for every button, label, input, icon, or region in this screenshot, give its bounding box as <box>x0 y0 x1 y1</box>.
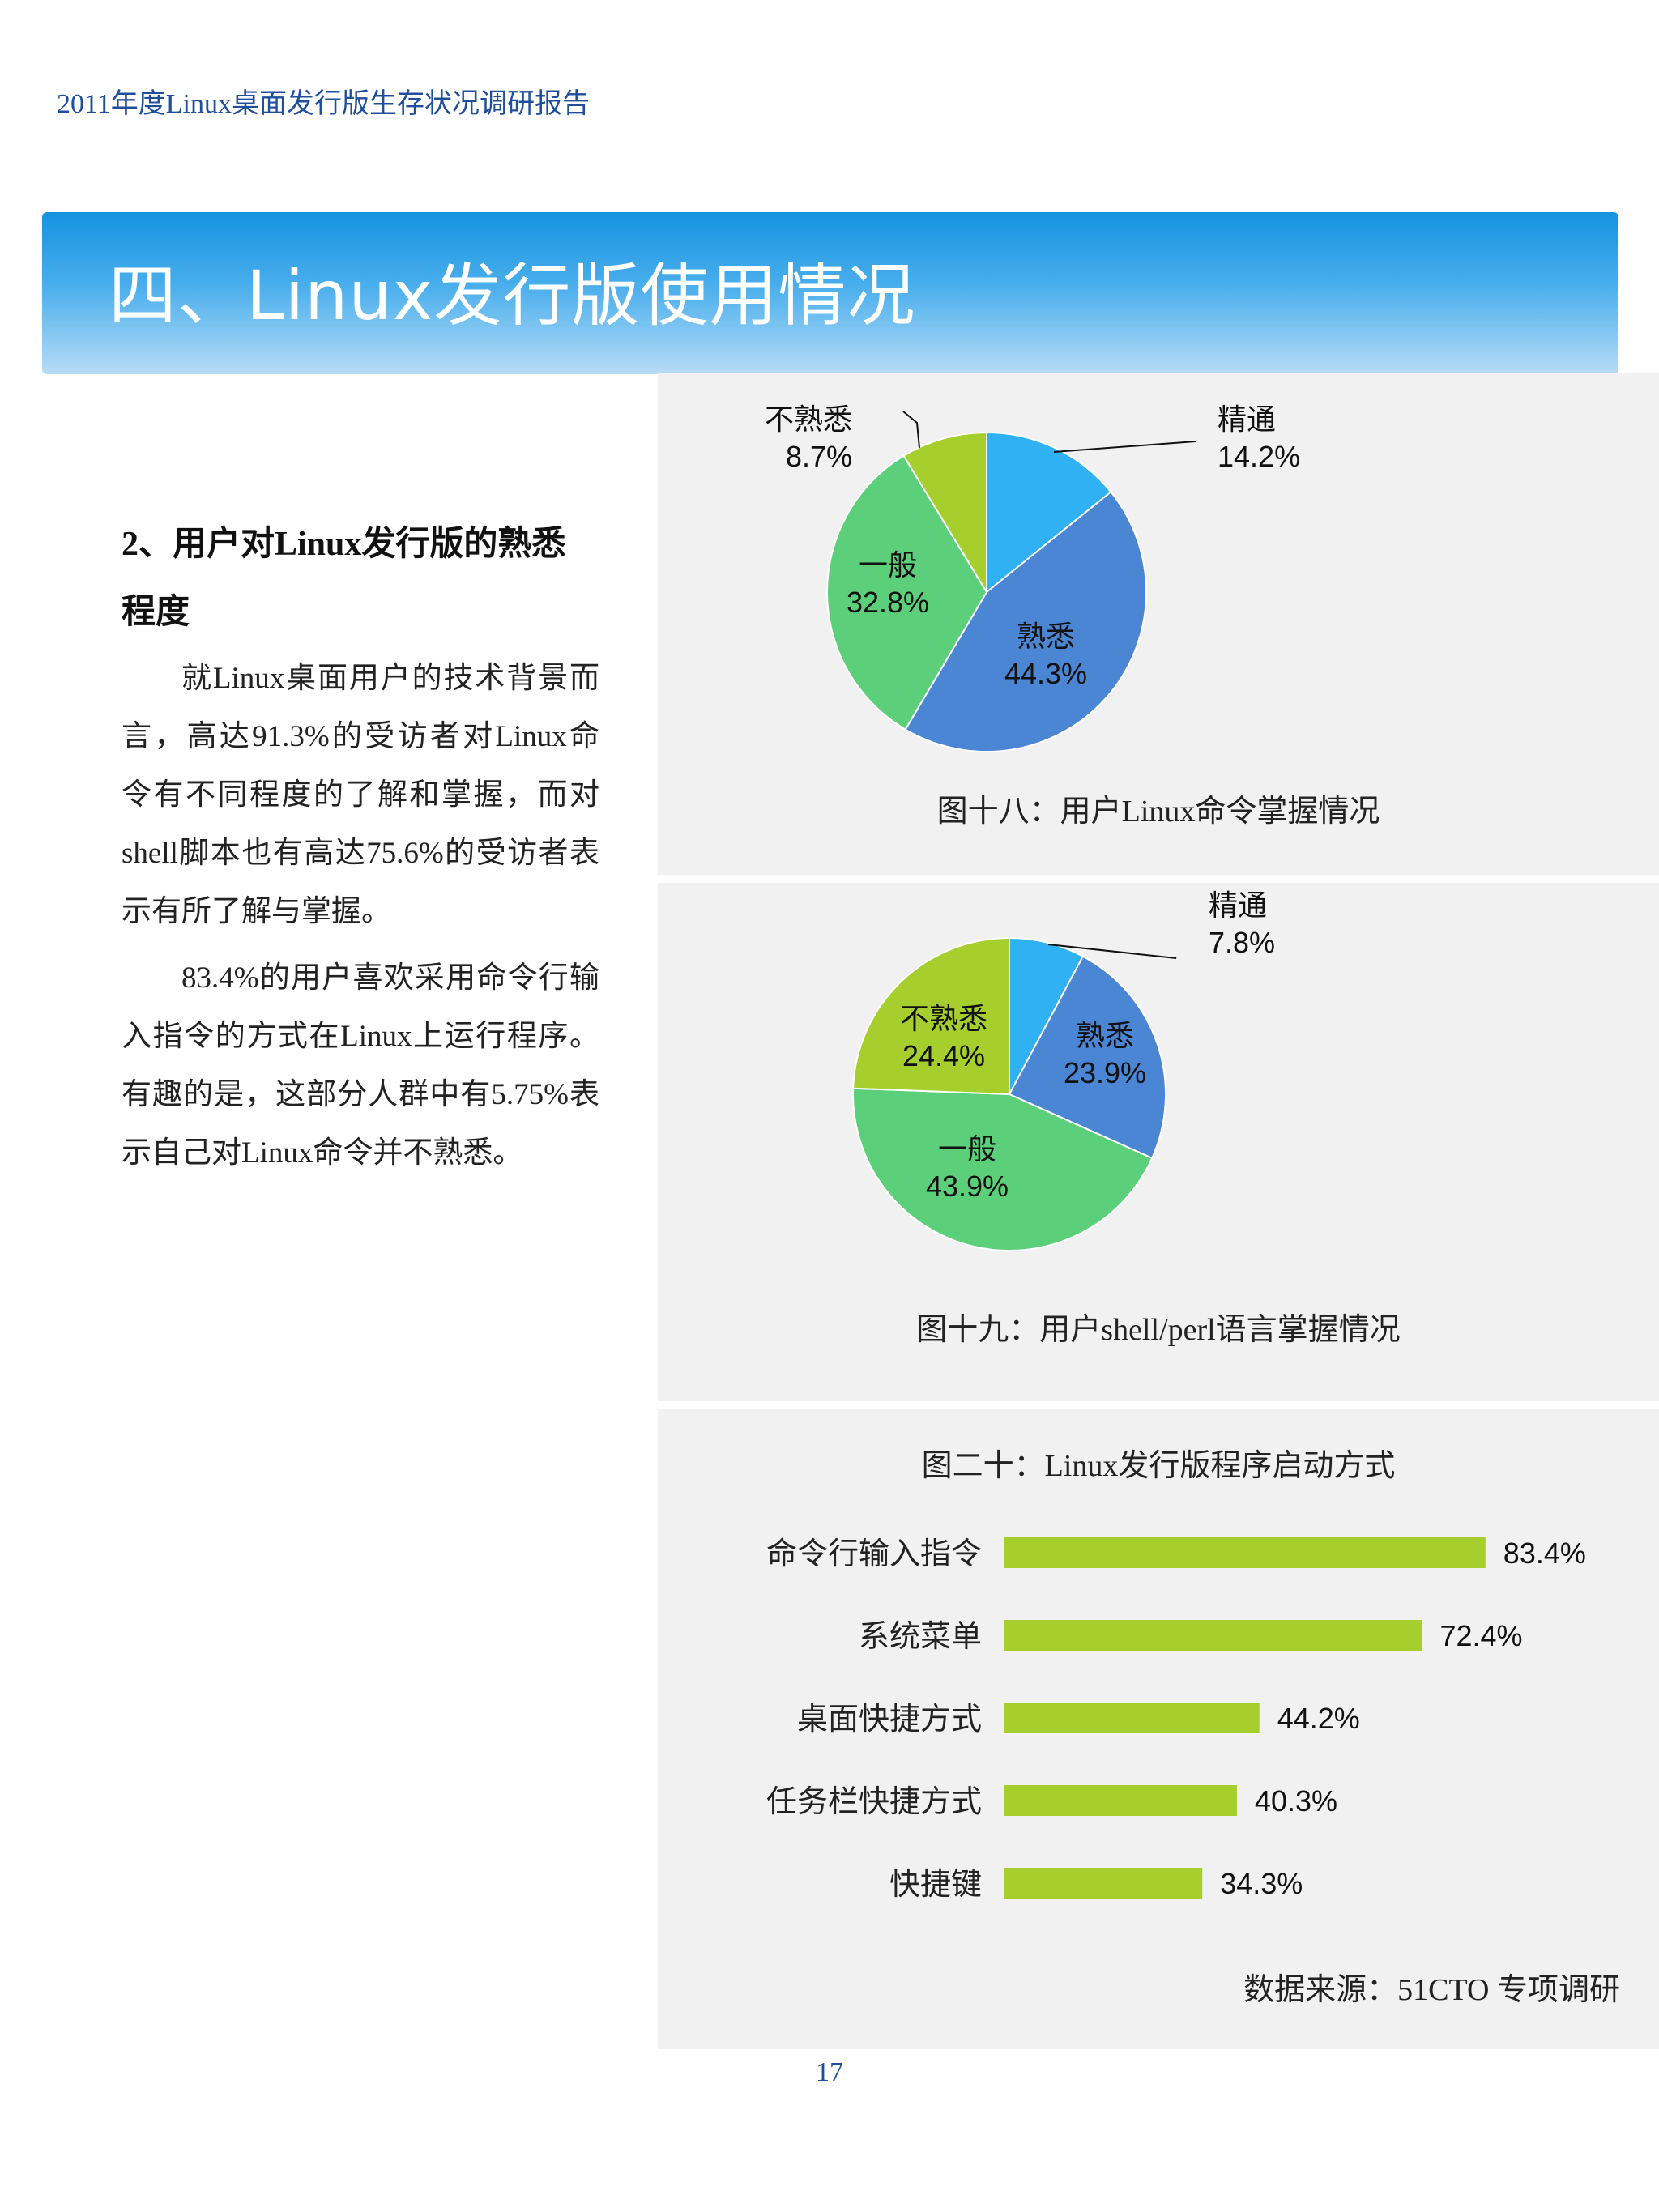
pie-slice-1 <box>904 490 1147 752</box>
paragraph-1: 就Linux桌面用户的技术背景而言，高达91.3%的受访者对Linux命令有不同… <box>122 662 599 928</box>
bar-0 <box>1004 1537 1486 1568</box>
text-column: 2、用户对Linux发行版的熟悉程度 就Linux桌面用户的技术背景而言，高达9… <box>122 510 599 1191</box>
bar-4 <box>1004 1868 1203 1899</box>
bar-1 <box>1004 1620 1422 1651</box>
slice-label-3: 不熟悉 8.7% <box>765 403 852 473</box>
slice-label-3: 不熟悉 24.4% <box>900 1002 987 1072</box>
pie-slice-2 <box>852 1087 1154 1251</box>
figure-18-caption: 图十八：用户Linux命令掌握情况 <box>936 795 1380 829</box>
section-heading: 2、用户对Linux发行版的熟悉程度 <box>122 526 566 631</box>
pie-slice-1 <box>1008 955 1166 1160</box>
figure-20-caption: 图二十：Linux发行版程序启动方式 <box>921 1449 1396 1483</box>
bar-category-label: 任务栏快捷方式 <box>766 1785 982 1819</box>
figure-19-panel: 精通 7.8% 熟悉 23.9% 一般 43.9% 不熟悉 24.4% 图十九：用户shell… <box>658 883 1659 1401</box>
bar-value-label: 34.3% <box>1220 1867 1303 1900</box>
bar-category-label: 系统菜单 <box>859 1620 982 1654</box>
paragraph-2: 83.4%的用户喜欢采用命令行输入指令的方式在Linux上运行程序。有趣的是，这… <box>122 961 599 1170</box>
leader-line-3 <box>902 411 920 449</box>
figure-19-caption: 图十九：用户shell/perl语言掌握情况 <box>916 1313 1401 1347</box>
bar-category-label: 快捷键 <box>889 1868 982 1902</box>
slice-label-1: 熟悉 23.9% <box>1064 1019 1146 1089</box>
bar-value-label: 72.4% <box>1439 1619 1522 1652</box>
figure-18-pie-chart: 精通 14.2% 熟悉 44.3% 一般 32.8% 不熟悉 8.7% <box>765 403 1300 752</box>
slice-label-2: 一般 32.8% <box>847 548 929 619</box>
leader-line-0 <box>1053 441 1196 453</box>
pie-slice-3 <box>852 936 1010 1096</box>
bar-value-label: 40.3% <box>1255 1784 1337 1818</box>
data-source-note: 数据来源：51CTO 专项调研 <box>1243 1973 1620 2007</box>
pie-slice-0 <box>1009 936 1085 1095</box>
slice-label-0: 精通 14.2% <box>1218 403 1300 473</box>
figure-20-panel: 图二十：Linux发行版程序启动方式 命令行输入指令 83.4% 系统菜单 72.4%… <box>658 1409 1659 2049</box>
pie-slice-2 <box>826 454 988 731</box>
slice-label-1: 熟悉 44.3% <box>1004 620 1087 690</box>
bar-category-label: 桌面快捷方式 <box>797 1703 982 1737</box>
pie-slice-0 <box>986 431 1112 595</box>
bar-value-label: 44.2% <box>1277 1702 1360 1735</box>
figure-18-panel: 精通 14.2% 熟悉 44.3% 一般 32.8% 不熟悉 8.7% 图十八：用户Linux… <box>658 373 1659 875</box>
pie-slice-3 <box>902 431 987 595</box>
bar-category-label: 命令行输入指令 <box>766 1537 982 1571</box>
leader-line-0 <box>1047 944 1177 959</box>
slice-label-0: 精通 7.8% <box>1209 889 1275 959</box>
figure-19-pie-chart: 精通 7.8% 熟悉 23.9% 一般 43.9% 不熟悉 24.4% <box>852 889 1275 1251</box>
bar-value-label: 83.4% <box>1503 1536 1586 1570</box>
section-banner: 四、Linux发行版使用情况 <box>42 212 1618 374</box>
page-number: 17 <box>816 2057 843 2087</box>
running-header: 2011年度Linux桌面发行版生存状况调研报告 <box>57 89 590 119</box>
figure-20-bar-chart: 命令行输入指令 83.4% 系统菜单 72.4% 桌面快捷方式 44.2% 任务栏快捷方式 4… <box>766 1536 1586 1902</box>
bar-2 <box>1004 1703 1260 1733</box>
chapter-title: 四、Linux发行版使用情况 <box>109 256 916 335</box>
slice-label-2: 一般 43.9% <box>926 1132 1009 1203</box>
bar-3 <box>1004 1785 1237 1816</box>
